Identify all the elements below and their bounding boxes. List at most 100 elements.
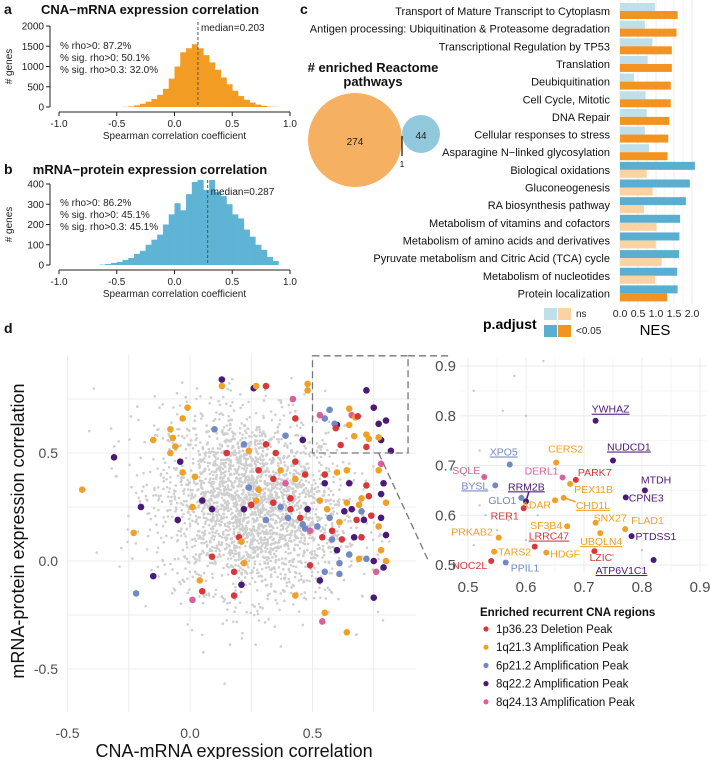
background-gene-point xyxy=(306,579,309,582)
background-gene-point xyxy=(185,528,188,531)
background-gene-point xyxy=(232,522,235,525)
background-gene-point xyxy=(261,580,264,583)
histogram-bar xyxy=(215,192,221,265)
background-gene-point xyxy=(232,555,235,558)
background-gene-point xyxy=(237,441,240,444)
background-gene-point xyxy=(225,402,228,405)
background-gene-point xyxy=(226,619,229,622)
background-gene-point xyxy=(236,461,239,464)
background-gene-point xyxy=(473,390,475,392)
gene-point-p xyxy=(341,508,348,515)
background-gene-point xyxy=(169,509,172,512)
background-gene-point xyxy=(187,511,190,514)
background-gene-point xyxy=(244,481,247,484)
background-gene-point xyxy=(199,465,202,468)
background-gene-point xyxy=(253,605,256,608)
legend-swatch-blue-sig xyxy=(544,325,557,337)
background-gene-point xyxy=(280,462,283,465)
background-gene-point xyxy=(280,645,283,648)
x-tick-label: -1.0 xyxy=(50,277,68,288)
background-gene-point xyxy=(247,516,250,519)
background-gene-point xyxy=(229,427,232,430)
background-gene-point xyxy=(270,583,273,586)
background-gene-point xyxy=(171,441,174,444)
background-gene-point xyxy=(233,468,236,471)
background-gene-point xyxy=(214,463,217,466)
background-gene-point xyxy=(275,493,278,496)
gene-point-r xyxy=(307,562,314,569)
background-gene-point xyxy=(204,454,207,457)
background-gene-point xyxy=(163,564,166,567)
background-gene-point xyxy=(313,567,316,570)
background-gene-point xyxy=(266,484,269,487)
background-gene-point xyxy=(256,589,259,592)
background-gene-point xyxy=(174,460,177,463)
background-gene-point xyxy=(198,595,201,598)
gene-point-p xyxy=(317,577,324,584)
gene-point-p xyxy=(138,504,145,511)
background-gene-point xyxy=(345,437,348,440)
gene-point-r xyxy=(353,517,360,524)
background-gene-point xyxy=(181,381,184,384)
histogram-bar xyxy=(261,106,267,107)
background-gene-point xyxy=(195,558,198,561)
pathway-label: DNA Repair xyxy=(552,112,610,124)
background-gene-point xyxy=(302,624,305,627)
background-gene-point xyxy=(164,520,167,523)
background-gene-point xyxy=(217,400,220,403)
background-gene-point xyxy=(298,472,301,475)
histogram-bar xyxy=(169,79,175,107)
background-gene-point xyxy=(269,490,272,493)
background-gene-point xyxy=(267,566,270,569)
background-gene-point xyxy=(289,412,292,415)
background-gene-point xyxy=(288,560,291,563)
background-gene-point xyxy=(274,432,277,435)
chart-title: mRNA−protein expression correlation xyxy=(33,162,267,177)
background-gene-point xyxy=(280,491,283,494)
background-gene-point xyxy=(241,568,244,571)
background-gene-point xyxy=(308,537,311,540)
histogram-bar xyxy=(157,235,163,265)
background-gene-point xyxy=(270,585,273,588)
background-gene-point xyxy=(150,518,153,521)
background-gene-point xyxy=(183,437,186,440)
histogram-bar xyxy=(180,52,186,107)
gene-point-b xyxy=(263,517,270,524)
background-gene-point xyxy=(239,460,242,463)
x-tick-label: 2.0 xyxy=(685,308,700,320)
y-tick-label: 1500 xyxy=(22,42,45,53)
gene-point-o xyxy=(324,506,331,513)
background-gene-point xyxy=(328,494,331,497)
background-gene-point xyxy=(318,470,321,473)
gene-point-b xyxy=(326,515,333,522)
background-gene-point xyxy=(113,445,116,448)
background-gene-point xyxy=(142,472,145,475)
background-gene-point xyxy=(179,481,182,484)
nes-bar-blue xyxy=(620,91,646,99)
gene-point-o xyxy=(317,497,324,504)
background-gene-point xyxy=(188,571,191,574)
background-gene-point xyxy=(231,430,234,433)
background-gene-point xyxy=(209,519,212,522)
background-gene-point xyxy=(265,394,268,397)
background-gene-point xyxy=(204,468,207,471)
gene-point-r xyxy=(263,441,270,448)
background-gene-point xyxy=(218,494,221,497)
background-gene-point xyxy=(315,420,318,423)
background-gene-point xyxy=(164,573,167,576)
background-gene-point xyxy=(224,536,227,539)
nes-bar-orange xyxy=(620,293,667,301)
background-gene-point xyxy=(336,512,339,515)
background-gene-point xyxy=(188,429,191,432)
background-gene-point xyxy=(283,414,286,417)
background-gene-point xyxy=(193,538,196,541)
background-gene-point xyxy=(293,469,296,472)
stat-text: % sig. rho>0: 50.1% xyxy=(60,53,150,64)
background-gene-point xyxy=(269,514,272,517)
background-gene-point xyxy=(169,481,172,484)
background-gene-point xyxy=(270,576,273,579)
background-gene-point xyxy=(254,560,257,563)
background-gene-point xyxy=(198,553,201,556)
background-gene-point xyxy=(226,432,229,435)
background-gene-point xyxy=(496,529,498,531)
